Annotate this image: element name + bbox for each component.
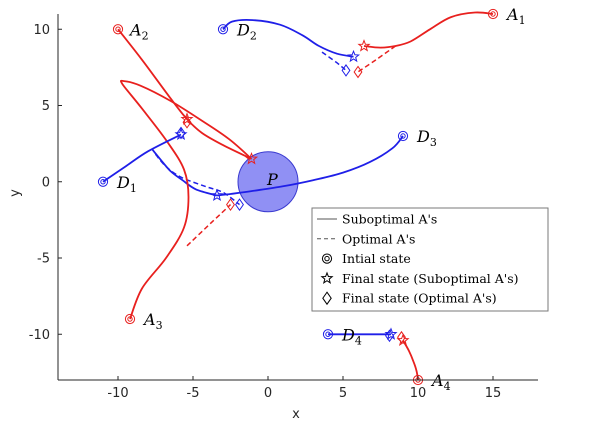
legend-double-circle-icon <box>321 253 333 264</box>
defender-4-final-optimal-marker <box>385 329 394 343</box>
defender-2-start-marker-outer <box>217 24 229 35</box>
defender-3-start-marker-inner <box>400 133 406 139</box>
defender-3-start-marker <box>397 130 409 142</box>
defender-2-start-marker-inner <box>220 26 226 32</box>
defender-1-start-marker-outer <box>97 176 109 187</box>
protected-region-label: P <box>266 170 278 189</box>
agent-1-final-suboptimal-marker <box>357 39 371 52</box>
defender-4-final-suboptimal-marker <box>384 327 398 340</box>
x-tick-label: 0 <box>264 386 272 401</box>
defender-1-label: D1 <box>116 173 137 195</box>
agent-3-final-suboptimal-marker <box>244 152 259 165</box>
agent-3-start-marker-inner <box>127 316 133 322</box>
protected-region <box>237 151 299 213</box>
legend-item: Optimal A's <box>317 231 415 246</box>
defender-3-final-suboptimal-marker <box>210 188 224 202</box>
defender-3-suboptimal-path <box>216 135 404 197</box>
agent-1-optimal-path <box>357 45 396 73</box>
agent-1-suboptimal-path <box>363 11 494 49</box>
agent-1-start-marker-outer <box>487 8 499 20</box>
defender-1-start-marker-inner <box>100 179 106 185</box>
defender-1-suboptimal-path <box>102 133 182 183</box>
y-axis-label: y <box>8 189 23 197</box>
defender-2-label: D2 <box>236 20 257 42</box>
agent-1-final-optimal-marker <box>353 65 363 79</box>
defender-2-suboptimal-path <box>222 19 354 58</box>
x-tick-label: 10 <box>410 386 427 401</box>
agent-2-suboptimal-path <box>117 28 252 160</box>
agent-2-label: A2 <box>128 20 149 42</box>
agent-2-final-suboptimal-marker <box>180 112 194 125</box>
plot-area: A1 A2 A3 A4 D1 D2 D3 D4 P <box>97 5 526 393</box>
legend-item: Suboptimal A's <box>317 212 437 227</box>
agent-3-optimal-path <box>186 204 232 247</box>
legend-diamond-icon <box>322 291 332 306</box>
defender-4-start-marker <box>322 329 334 340</box>
legend-star-icon <box>320 271 334 284</box>
agent-1-label: A1 <box>505 5 526 27</box>
agent-1-start-marker <box>487 8 499 20</box>
agent-2-start-marker <box>112 24 124 35</box>
agent-1-start-marker-inner <box>490 11 496 17</box>
y-tick-label: -10 <box>29 328 50 343</box>
legend-double-circle-icon-inner <box>324 255 330 262</box>
defender-1-final-optimal-marker <box>176 126 186 140</box>
defender-2-final-optimal-marker <box>341 64 351 77</box>
agent-3-final-optimal-marker <box>226 198 235 211</box>
x-tick-label: -5 <box>187 386 200 401</box>
defender-2-final-suboptimal-marker <box>346 49 361 63</box>
legend-double-circle-icon-outer <box>321 253 333 264</box>
y-tick-label: 0 <box>42 175 50 190</box>
y-axis: -10 -5 0 5 10 <box>29 14 62 380</box>
legend-item: Intial state <box>321 251 411 266</box>
legend: Suboptimal A's Optimal A's Intial state Fin… <box>311 207 549 312</box>
agent-2-final-optimal-marker <box>182 115 192 129</box>
defender-4-start-marker-outer <box>322 329 334 340</box>
y-tick-label: -5 <box>37 252 50 267</box>
agent-3-start-marker-outer <box>124 313 136 325</box>
defender-extra-path-1 <box>151 149 218 197</box>
defender-3-final-optimal-marker <box>235 198 244 211</box>
x-axis-label: x <box>292 407 300 422</box>
defender-1-start-marker <box>97 176 109 187</box>
legend-label: Suboptimal A's <box>342 212 437 227</box>
x-tick-label: 5 <box>339 386 347 401</box>
legend-label: Intial state <box>342 251 411 266</box>
agent-3-suboptimal-path <box>119 79 253 320</box>
defender-extra-path-2 <box>154 153 240 206</box>
agent-4-label: A4 <box>430 371 451 393</box>
legend-item: Final state (Suboptimal A's) <box>320 271 519 286</box>
defender-4-start-marker-inner <box>325 331 331 337</box>
agent-4-suboptimal-path <box>402 339 419 381</box>
legend-item: Final state (Optimal A's) <box>322 291 497 306</box>
y-tick-label: 5 <box>42 99 50 114</box>
agent-2-start-marker-outer <box>112 24 124 35</box>
agent-3-start-marker <box>124 313 136 325</box>
x-tick-label: -10 <box>107 386 128 401</box>
legend-label: Optimal A's <box>342 231 415 246</box>
agent-2-start-marker-inner <box>115 26 121 32</box>
legend-label: Final state (Optimal A's) <box>342 291 497 306</box>
y-tick-label: 10 <box>33 23 50 38</box>
x-axis: -10 -5 0 5 10 15 <box>58 376 538 401</box>
defender-3-label: D3 <box>416 127 437 149</box>
legend-label: Final state (Suboptimal A's) <box>342 271 519 286</box>
agent-4-final-optimal-marker <box>397 330 406 344</box>
agent-3-label: A3 <box>142 310 163 332</box>
defender-4-label: D4 <box>341 325 362 347</box>
defender-3-start-marker-outer <box>397 130 409 142</box>
legend-box <box>311 207 549 312</box>
defender-2-start-marker <box>217 24 229 35</box>
defender-2-optimal-path <box>321 51 347 71</box>
x-tick-label: 15 <box>485 386 502 401</box>
